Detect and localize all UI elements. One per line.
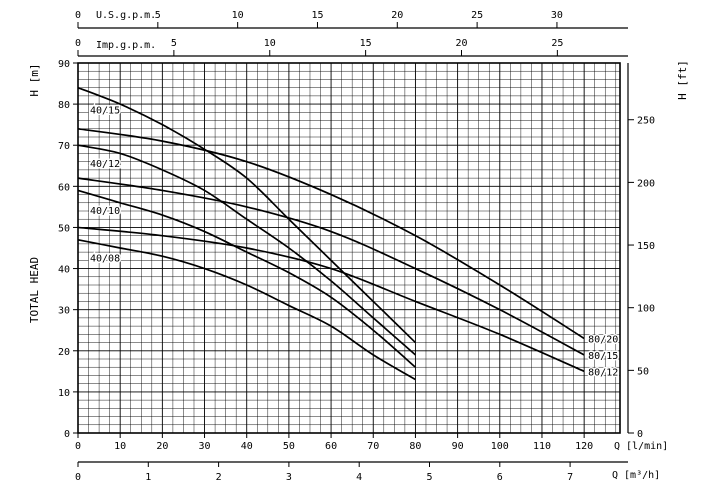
- top-axis-usgpm-label: U.S.g.p.m.: [96, 10, 156, 21]
- series-line-40-10: [77, 189, 416, 368]
- x-tick-label: 70: [367, 441, 379, 452]
- x-tick-label: 60: [325, 441, 337, 452]
- right-tick-label: 200: [637, 178, 655, 189]
- right-tick-label: 250: [637, 116, 655, 127]
- series-label-halo: 40/15: [90, 105, 120, 116]
- series-label-80-15: 80/15: [588, 351, 618, 362]
- series-line-80-12: [77, 226, 585, 373]
- bottom2-tick-label: 6: [497, 472, 503, 483]
- bottom2-tick-label: 4: [356, 472, 362, 483]
- series-label-halo: 40/08: [90, 253, 120, 264]
- series-label-40-12: 40/12: [90, 159, 120, 170]
- x-tick-label: 40: [241, 441, 253, 452]
- y-tick-label: 30: [58, 306, 70, 317]
- bottom2-tick-label: 7: [567, 472, 573, 483]
- right-axis-label: H [ft]: [676, 60, 689, 100]
- x-tick-label: 90: [452, 441, 464, 452]
- x-tick-label: 80: [409, 441, 421, 452]
- x-tick-label: 110: [533, 441, 551, 452]
- y-tick-label: 90: [58, 59, 70, 70]
- series-label-halo: 80/15: [588, 351, 618, 362]
- right-tick-label: 50: [637, 366, 649, 377]
- series-label-80-12: 80/12: [588, 367, 618, 378]
- series-label-halo: 80/20: [588, 334, 618, 345]
- bottom2-tick-label: 0: [75, 472, 81, 483]
- right-tick-label: 150: [637, 241, 655, 252]
- x-tick-label: 0: [75, 441, 81, 452]
- top-tick-label: 25: [551, 38, 563, 49]
- y-tick-label: 50: [58, 223, 70, 234]
- x-tick-label: 10: [114, 441, 126, 452]
- y-tick-label: 60: [58, 182, 70, 193]
- top-tick-label: 5: [155, 10, 161, 21]
- y-axis-title-vertical: TOTAL HEAD: [28, 257, 41, 323]
- right-tick-label: 0: [637, 429, 643, 440]
- x-tick-label: 120: [575, 441, 593, 452]
- axes-layer: 0 10 20 30 40 50 60 70 80 90 100 110 120010203040506…: [58, 10, 655, 483]
- top-tick-label: 10: [264, 38, 276, 49]
- top-tick-label: 10: [232, 10, 244, 21]
- top-tick-label: 0: [75, 10, 81, 21]
- series-label-40-10: 40/10: [90, 206, 120, 217]
- top-tick-label: 25: [471, 10, 483, 21]
- major-grid: [78, 63, 620, 433]
- series-layer: 40/1540/1540/1240/1240/1040/1040/0840/08…: [77, 86, 620, 381]
- plot-frame: [77, 62, 621, 434]
- top-tick-label: 15: [311, 10, 323, 21]
- top-tick-label: 0: [75, 38, 81, 49]
- x-tick-label: 50: [283, 441, 295, 452]
- top-tick-label: 20: [455, 38, 467, 49]
- series-label-halo: 40/12: [90, 159, 120, 170]
- bottom2-tick-label: 5: [426, 472, 432, 483]
- series-line-40-12: [77, 144, 416, 356]
- bottom2-tick-label: 2: [216, 472, 222, 483]
- x-tick-label: 100: [491, 441, 509, 452]
- bottom2-tick-label: 3: [286, 472, 292, 483]
- y-tick-label: 80: [58, 100, 70, 111]
- series-label-40-08: 40/08: [90, 253, 120, 264]
- bottom2-tick-label: 1: [145, 472, 151, 483]
- y-tick-label: 10: [58, 388, 70, 399]
- top-axis-impgpm-label: Imp.g.p.m.: [96, 40, 156, 51]
- top-tick-label: 20: [391, 10, 403, 21]
- y-tick-label: 20: [58, 347, 70, 358]
- top-tick-label: 15: [360, 38, 372, 49]
- top-tick-label: 5: [171, 38, 177, 49]
- series-line-40-15: [77, 86, 417, 344]
- x-tick-label: 30: [199, 441, 211, 452]
- series-label-40-15: 40/15: [90, 105, 120, 116]
- x-axis-label: Q [l/min]: [614, 441, 668, 452]
- x-tick-label: 20: [156, 441, 168, 452]
- series-label-80-20: 80/20: [588, 334, 618, 345]
- y-axis-label: H [m]: [28, 63, 41, 96]
- y-tick-label: 40: [58, 265, 70, 276]
- right-tick-label: 100: [637, 304, 655, 315]
- series-line-80-15: [77, 177, 585, 356]
- y-tick-label: 0: [64, 429, 70, 440]
- series-label-halo: 40/10: [90, 206, 120, 217]
- minor-grid: [78, 63, 620, 433]
- top-tick-label: 30: [551, 10, 563, 21]
- series-line-80-20: [77, 127, 585, 340]
- bottom-axis-m3h-label: Q [m³/h]: [612, 470, 660, 481]
- y-tick-label: 70: [58, 141, 70, 152]
- series-line-40-08: [77, 238, 416, 381]
- series-label-halo: 80/12: [588, 367, 618, 378]
